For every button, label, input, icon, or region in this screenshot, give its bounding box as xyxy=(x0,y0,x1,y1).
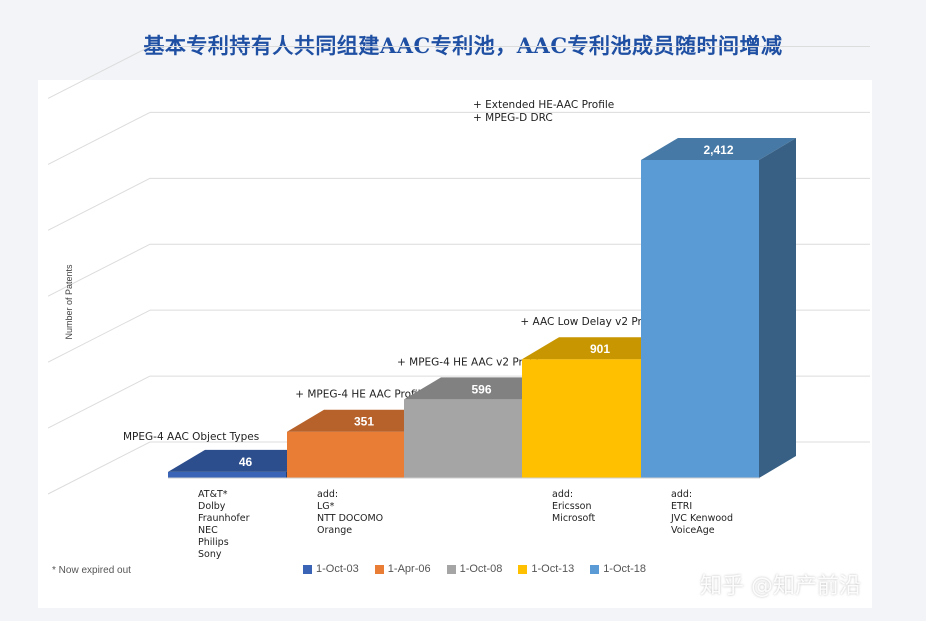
bar-front xyxy=(287,431,404,478)
bar-top xyxy=(168,449,323,472)
member-label: LG* xyxy=(317,501,335,512)
legend-item: 1-Oct-03 xyxy=(303,563,359,575)
member-label: ETRI xyxy=(671,501,692,512)
bar-side xyxy=(759,138,796,478)
footnote: * Now expired out xyxy=(52,565,131,576)
member-label: JVC Kenwood xyxy=(670,513,733,524)
gridline xyxy=(47,375,151,429)
member-label: Fraunhofer xyxy=(198,513,250,524)
legend-label: 1-Oct-03 xyxy=(316,563,359,575)
bar-top xyxy=(522,337,678,360)
member-label: NTT DOCOMO xyxy=(317,513,383,524)
watermark: 知乎 @知产前沿 xyxy=(700,574,861,599)
member-label: NEC xyxy=(198,525,218,536)
bar-annotation: + MPEG-D DRC xyxy=(473,112,553,124)
member-label: add: xyxy=(317,489,338,500)
bar-value-label: 46 xyxy=(239,455,253,469)
bar-annotation: MPEG-4 AAC Object Types xyxy=(123,431,259,443)
legend-label: 1-Oct-18 xyxy=(603,563,646,575)
legend-item: 1-Oct-13 xyxy=(518,563,574,575)
bar-front xyxy=(168,471,286,478)
bar-value-label: 596 xyxy=(471,382,491,396)
bar-value-label: 351 xyxy=(354,415,374,429)
member-label: Philips xyxy=(198,537,229,548)
member-label: VoiceAge xyxy=(671,525,715,536)
legend-swatch xyxy=(303,564,312,574)
member-label: add: xyxy=(671,489,692,500)
bar-value-label: 2,412 xyxy=(703,143,733,157)
member-label: Ericsson xyxy=(552,501,592,512)
legend-swatch xyxy=(374,564,384,574)
y-axis-label: Number of Patents xyxy=(64,264,74,340)
gridline xyxy=(47,46,151,99)
member-label: Microsoft xyxy=(552,513,596,524)
bar-front xyxy=(641,160,759,478)
gridline xyxy=(47,111,151,165)
legend-label: 1-Oct-13 xyxy=(531,563,575,575)
legend-swatch xyxy=(446,564,456,574)
member-label: Sony xyxy=(198,549,222,560)
member-label: Orange xyxy=(317,525,352,536)
gridline xyxy=(47,243,151,297)
legend-item: 1-Oct-18 xyxy=(590,563,646,575)
legend-swatch xyxy=(590,564,600,574)
legend: 1-Oct-03 1-Apr-06 1-Oct-08 1-Oct-13 1-Oct-18 xyxy=(303,563,646,575)
bar-annotation: + AAC Low Delay v2 Profile xyxy=(520,316,664,328)
legend-label: 1-Oct-08 xyxy=(459,563,503,575)
bar-annotation: + MPEG-4 HE AAC v2 Profile xyxy=(397,356,545,368)
member-label: add: xyxy=(552,489,573,500)
legend-swatch xyxy=(518,564,528,574)
page-title: 基本专利持有人共同组建AAC专利池，AAC专利池成员随时间增减 xyxy=(143,33,783,58)
gridline xyxy=(47,177,151,231)
bar-top xyxy=(404,377,559,400)
gridline xyxy=(47,309,151,363)
bar-front xyxy=(404,399,522,478)
bar-annotation: + MPEG-4 HE AAC Profile xyxy=(295,389,427,401)
bar-top xyxy=(641,138,796,160)
bar-top xyxy=(287,409,441,432)
bar-annotation: + Extended HE-AAC Profile xyxy=(473,99,614,111)
bar-value-label: 901 xyxy=(590,342,610,356)
legend-item: 1-Apr-06 xyxy=(374,563,431,575)
gridline xyxy=(47,441,151,495)
bar-front xyxy=(522,359,641,478)
legend-item: 1-Oct-08 xyxy=(446,563,503,575)
member-label: Dolby xyxy=(198,501,226,512)
legend-label: 1-Apr-06 xyxy=(387,563,431,575)
member-label: AT&T* xyxy=(198,489,228,500)
